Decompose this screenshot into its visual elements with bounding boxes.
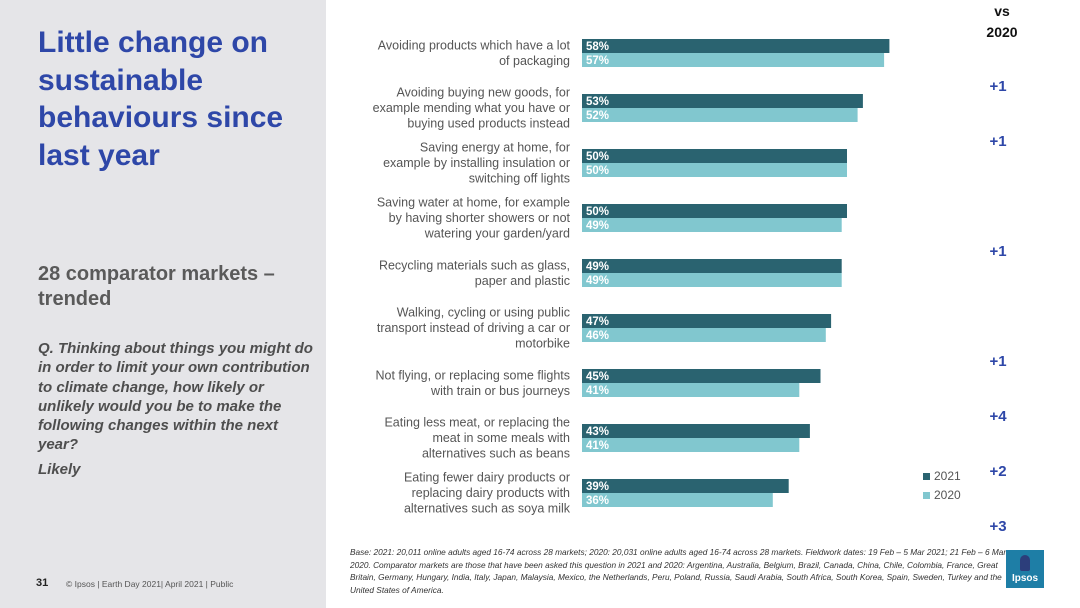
legend-label-2020: 2020: [934, 488, 961, 502]
data-label-2020: 46%: [586, 330, 609, 342]
data-label-2021: 50%: [586, 151, 609, 163]
logo-mark-icon: [1020, 555, 1030, 571]
vs-header-line1: vs: [994, 3, 1010, 19]
category-label: buying used products instead: [407, 117, 570, 131]
change-value: +1: [989, 78, 1006, 95]
data-label-2020: 41%: [586, 440, 609, 452]
data-label-2021: 53%: [586, 96, 609, 108]
bar-2020: [582, 218, 842, 232]
category-label: Avoiding buying new goods, for: [397, 86, 571, 100]
data-label-2021: 45%: [586, 371, 609, 383]
data-label-2020: 41%: [586, 385, 609, 397]
data-label-2021: 50%: [586, 206, 609, 218]
category-label: Avoiding products which have a lot: [378, 38, 571, 52]
vs-header-line2: 2020: [986, 24, 1018, 40]
category-label: Eating fewer dairy products or: [404, 471, 570, 485]
category-label: Recycling materials such as glass,: [379, 258, 570, 272]
data-label-2020: 36%: [586, 495, 609, 507]
base-note: Base: 2021: 20,011 online adults aged 16…: [350, 547, 1007, 595]
bar-2021: [582, 94, 863, 108]
category-label: Walking, cycling or using public: [397, 306, 570, 320]
ipsos-logo: Ipsos: [1006, 550, 1044, 588]
category-label: example mending what you have or: [373, 101, 570, 115]
bar-chart: Avoiding products which have a lot of pac…: [373, 38, 1008, 535]
data-label-2020: 50%: [586, 165, 609, 177]
change-value: +1: [989, 243, 1006, 260]
data-label-2020: 49%: [586, 220, 609, 232]
page-number: 31: [36, 577, 49, 589]
bar-2020: [582, 163, 847, 177]
category-label: Saving water at home, for example: [377, 196, 570, 210]
bar-2020: [582, 53, 885, 67]
bar-2021: [582, 149, 847, 163]
page-title: Little change on sustainable behaviours …: [38, 26, 284, 172]
bar-2021: [582, 39, 890, 53]
change-value: +3: [989, 518, 1006, 535]
subtitle: 28 comparator markets – trended: [38, 263, 275, 310]
bar-2020: [582, 108, 858, 122]
category-label: transport instead of driving a car or: [377, 321, 570, 335]
change-value: +4: [989, 408, 1007, 425]
bar-2021: [582, 369, 821, 383]
category-label: example by installing insulation or: [383, 156, 570, 170]
change-value: +1: [989, 133, 1006, 150]
category-label: alternatives such as beans: [422, 447, 570, 461]
change-value: +2: [989, 463, 1006, 480]
footer-copyright: © Ipsos | Earth Day 2021| April 2021 | P…: [66, 579, 234, 589]
category-label: switching off lights: [469, 172, 570, 186]
bar-2020: [582, 383, 800, 397]
bar-2021: [582, 314, 832, 328]
legend-swatch-2021: [923, 473, 930, 480]
likely-label: Likely: [38, 461, 81, 478]
category-label: meat in some meals with: [432, 431, 570, 445]
bar-2021: [582, 424, 810, 438]
data-label-2020: 49%: [586, 275, 609, 287]
legend-swatch-2020: [923, 492, 930, 499]
bar-2020: [582, 273, 842, 287]
category-label: paper and plastic: [475, 274, 570, 288]
category-label: motorbike: [515, 337, 570, 351]
category-label: Saving energy at home, for: [420, 141, 570, 155]
data-label-2021: 39%: [586, 481, 609, 493]
data-label-2021: 43%: [586, 426, 609, 438]
data-label-2021: 49%: [586, 261, 609, 273]
bar-2020: [582, 438, 800, 452]
legend-label-2021: 2021: [934, 469, 961, 483]
bar-2021: [582, 259, 842, 273]
category-label: Not flying, or replacing some flights: [375, 368, 570, 382]
category-label: Eating less meat, or replacing the: [384, 416, 570, 430]
sidebar-panel: [0, 0, 326, 608]
logo-text: Ipsos: [1011, 573, 1039, 584]
category-label: by having shorter showers or not: [389, 211, 571, 225]
data-label-2021: 47%: [586, 316, 609, 328]
category-label: with train or bus journeys: [430, 384, 570, 398]
data-label-2020: 57%: [586, 55, 609, 67]
category-label: watering your garden/yard: [424, 227, 570, 241]
bar-2021: [582, 479, 789, 493]
change-value: +1: [989, 353, 1006, 370]
category-label: of packaging: [499, 54, 570, 68]
bar-2020: [582, 328, 826, 342]
bar-2020: [582, 493, 773, 507]
category-label: replacing dairy products with: [412, 486, 570, 500]
question-text: Q. Thinking about things you might do in…: [38, 340, 313, 454]
category-label: alternatives such as soya milk: [404, 502, 571, 516]
data-label-2020: 52%: [586, 110, 609, 122]
bar-2021: [582, 204, 847, 218]
data-label-2021: 58%: [586, 41, 609, 53]
